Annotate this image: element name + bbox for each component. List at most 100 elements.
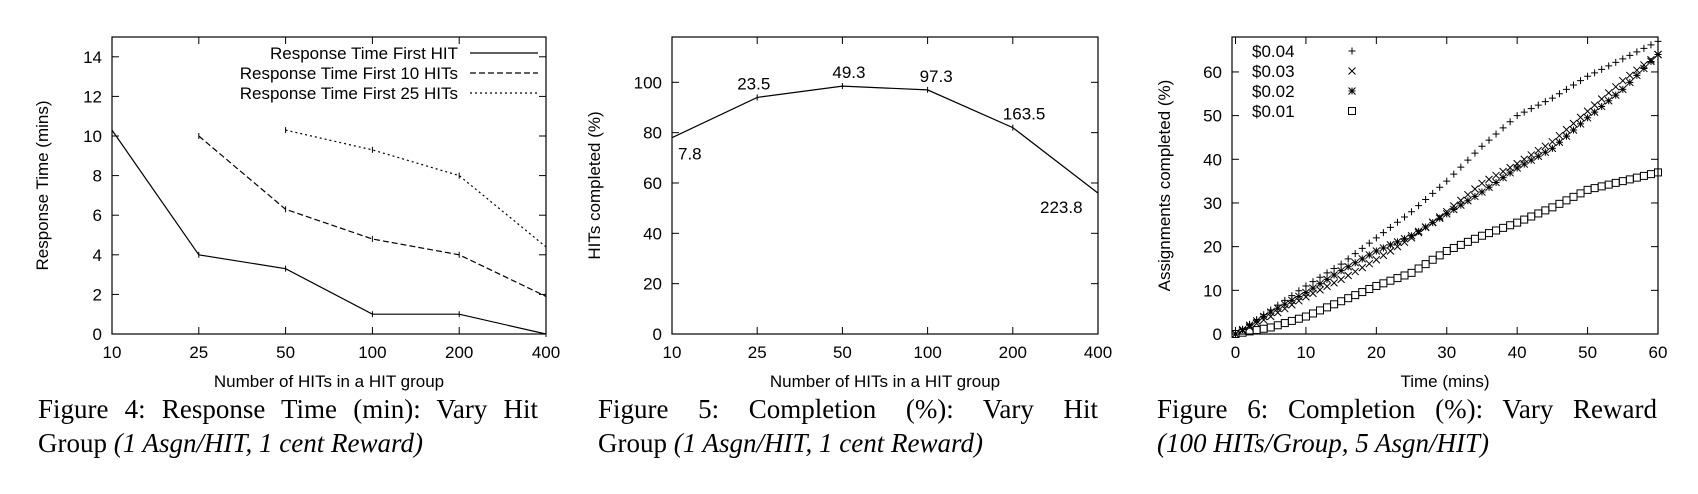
data-point — [1449, 243, 1458, 252]
data-point — [1351, 258, 1360, 267]
data-point — [1330, 300, 1339, 309]
data-point — [1273, 304, 1282, 313]
y-tick-label: 14 — [83, 48, 102, 67]
data-point — [1598, 65, 1606, 73]
data-point — [1400, 234, 1409, 243]
data-point — [1344, 255, 1352, 263]
x-axis-label: Number of HITs in a HIT group — [770, 372, 1000, 391]
data-point — [1541, 206, 1550, 215]
data-point — [1654, 37, 1662, 45]
data-point — [1348, 47, 1356, 55]
data-point — [1485, 183, 1493, 192]
data-point — [1534, 152, 1543, 161]
data-point — [1534, 209, 1543, 218]
plot-frame — [1231, 36, 1659, 335]
legend-label: Response Time First 25 HITs — [240, 84, 458, 103]
data-point — [1231, 330, 1240, 338]
data-point — [1414, 264, 1423, 273]
data-point — [1548, 144, 1557, 153]
data-point — [1499, 167, 1507, 176]
legend-label: Response Time First HIT — [270, 44, 458, 63]
data-point — [1308, 309, 1317, 318]
data-point — [1351, 291, 1360, 300]
data-label: 97.3 — [920, 67, 953, 86]
data-point — [1330, 279, 1338, 287]
data-point — [1477, 231, 1486, 240]
data-point — [1485, 229, 1494, 238]
legend-label: Response Time First 10 HITs — [240, 64, 458, 83]
y-tick-label: 60 — [1203, 63, 1222, 82]
data-point — [1499, 173, 1507, 182]
data-point — [1358, 244, 1366, 252]
data-point — [1266, 308, 1275, 317]
data-point — [1541, 98, 1549, 106]
y-tick-label: 0 — [1213, 325, 1222, 344]
data-point — [1577, 77, 1585, 85]
caption-title: Completion (%): Vary Reward — [1287, 394, 1658, 424]
data-point — [1506, 221, 1515, 230]
data-point — [1337, 266, 1345, 275]
legend-label: $0.04 — [1252, 42, 1295, 61]
legend-label: $0.02 — [1252, 82, 1295, 101]
x-tick-label: 200 — [445, 343, 473, 362]
y-tick-label: 10 — [1203, 281, 1222, 300]
data-point — [1485, 136, 1493, 144]
data-point — [1562, 125, 1571, 134]
data-point — [1584, 72, 1592, 80]
caption-label: Figure 5: — [598, 394, 720, 424]
data-point — [1541, 148, 1550, 157]
data-point — [1386, 276, 1395, 285]
caption-plain: Group — [38, 428, 114, 458]
data-point — [1534, 101, 1542, 109]
plot-frame — [671, 36, 1099, 335]
data-point — [1513, 112, 1521, 120]
data-point — [1344, 294, 1353, 303]
y-tick-label: 40 — [643, 224, 662, 243]
y-tick-label: 20 — [1203, 238, 1222, 257]
data-point — [1407, 268, 1416, 277]
figure-5-caption: Figure 5: Completion (%): Vary Hit Group… — [598, 392, 1098, 460]
data-point — [1443, 177, 1451, 185]
data-point — [1457, 163, 1465, 171]
data-point — [1513, 164, 1522, 172]
data-point — [1555, 90, 1563, 98]
data-point — [1301, 312, 1310, 321]
data-point — [1330, 271, 1338, 279]
x-axis-label: Number of HITs in a HIT group — [214, 372, 444, 391]
data-point — [1379, 229, 1387, 237]
data-point — [1252, 317, 1261, 325]
data-point — [1506, 168, 1514, 177]
data-point — [1618, 85, 1627, 94]
data-point — [1611, 82, 1620, 91]
series-line-1 — [111, 129, 547, 335]
data-point — [1646, 170, 1655, 179]
x-tick-label: 100 — [913, 343, 941, 362]
y-tick-label: 40 — [1203, 150, 1222, 169]
data-point — [1259, 312, 1268, 321]
data-point — [1302, 282, 1310, 290]
data-point — [1569, 119, 1578, 128]
legend-label: $0.01 — [1252, 102, 1295, 121]
data-point — [1429, 189, 1437, 197]
data-point — [1323, 275, 1331, 284]
caption-label: Figure 4: — [38, 394, 146, 424]
y-tick-label: 0 — [93, 325, 102, 344]
data-point — [1464, 196, 1472, 205]
data-point — [1647, 57, 1655, 66]
data-point — [1555, 131, 1564, 140]
data-label: 49.3 — [832, 63, 865, 82]
data-point — [1393, 218, 1401, 226]
data-point — [1555, 199, 1564, 208]
data-point — [1520, 108, 1528, 116]
data-point — [1266, 323, 1275, 332]
data-point — [1640, 44, 1648, 52]
x-tick-label: 10 — [103, 343, 122, 362]
y-axis-label: HITs completed (%) — [585, 111, 604, 259]
data-point — [1478, 179, 1486, 188]
data-point — [1365, 259, 1374, 268]
data-point — [1379, 244, 1388, 252]
data-point — [1640, 64, 1648, 73]
data-point — [1520, 215, 1529, 224]
data-point — [1570, 81, 1577, 89]
y-tick-label: 80 — [643, 124, 662, 143]
